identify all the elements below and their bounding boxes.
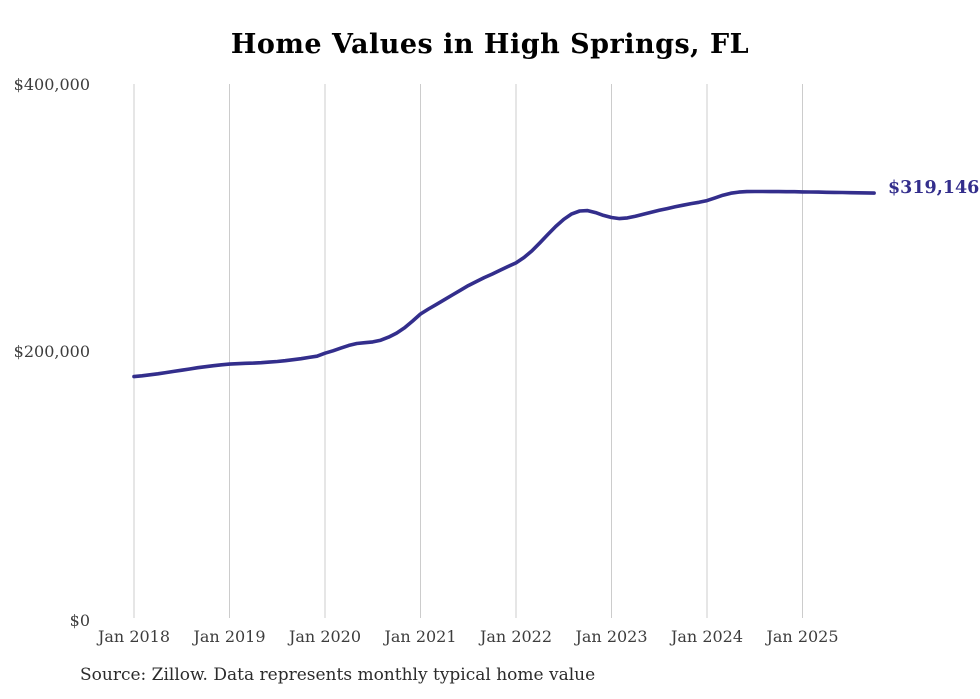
y-axis-tick-200k: $200,000 bbox=[13, 342, 90, 361]
x-tick-jan-2022: Jan 2022 bbox=[479, 627, 553, 646]
home-value-line bbox=[132, 189, 876, 379]
x-tick-jan-2025: Jan 2025 bbox=[766, 627, 839, 646]
x-tick-jan-2020: Jan 2020 bbox=[288, 627, 362, 646]
x-tick-jan-2018: Jan 2018 bbox=[97, 627, 171, 646]
y-axis-tick-400k: $400,000 bbox=[13, 75, 90, 94]
x-tick-jan-2024: Jan 2024 bbox=[670, 627, 744, 646]
x-tick-jan-2023: Jan 2023 bbox=[575, 627, 648, 646]
latest-value-label: $319,146 bbox=[888, 178, 980, 198]
source-note: Source: Zillow. Data represents monthly … bbox=[80, 665, 596, 685]
x-tick-jan-2019: Jan 2019 bbox=[193, 627, 266, 646]
y-axis-tick-0: $0 bbox=[69, 611, 90, 630]
x-tick-jan-2021: Jan 2021 bbox=[384, 627, 457, 646]
chart-title: Home Values in High Springs, FL bbox=[230, 29, 750, 60]
